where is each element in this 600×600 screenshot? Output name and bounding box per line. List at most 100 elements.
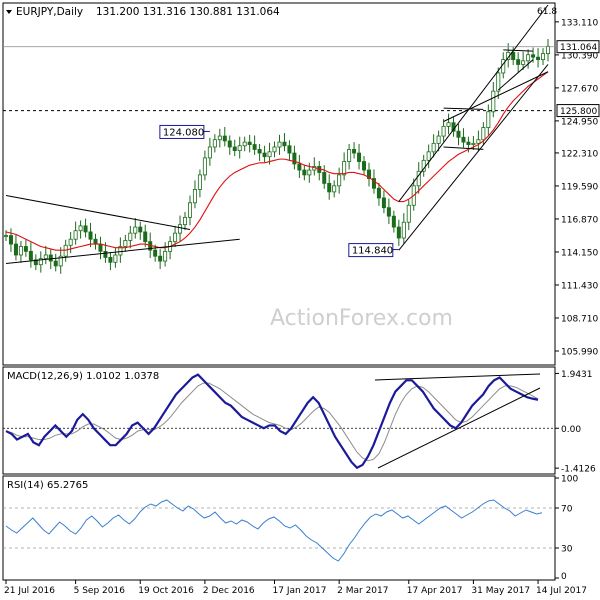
candle-body — [381, 197, 386, 209]
candle-body — [342, 161, 347, 176]
candle-body — [521, 60, 526, 65]
candle-body — [217, 135, 222, 141]
trendline — [443, 71, 549, 122]
fibonacci-label: 61.8 — [537, 7, 557, 17]
x-tick-label: 19 Oct 2016 — [138, 586, 194, 596]
candle-body — [38, 258, 43, 266]
candle-body — [33, 259, 38, 266]
candle-body — [98, 243, 103, 252]
candle-body — [491, 90, 496, 113]
candle-body — [138, 226, 143, 233]
macd-trendline — [374, 373, 541, 381]
candle-body — [282, 141, 287, 147]
trendline — [503, 49, 534, 52]
candle-body — [48, 254, 53, 262]
collapse-arrow-icon[interactable] — [6, 10, 12, 14]
x-tick-label: 21 Jul 2016 — [4, 586, 55, 596]
candle-body — [103, 250, 108, 258]
candle-body — [212, 139, 217, 148]
candle-body — [197, 174, 202, 190]
watermark: ActionForex.com — [270, 306, 453, 331]
candle-body — [476, 139, 481, 144]
candle-body — [267, 151, 272, 158]
candle-body — [13, 243, 18, 256]
candle-body — [128, 232, 133, 241]
candle-body — [441, 125, 446, 137]
price-y-tick-label: 130.390 — [561, 51, 598, 61]
candle-body — [406, 204, 411, 223]
candle-body — [113, 254, 118, 263]
chart-ohlc: 131.200 131.316 130.881 131.064 — [96, 6, 280, 18]
price-y-tick-label: 114.150 — [561, 248, 598, 258]
candle-body — [516, 59, 521, 65]
candle-body — [18, 246, 23, 256]
candle-body — [446, 122, 451, 127]
candle-body — [123, 240, 128, 247]
candle-body — [541, 53, 546, 61]
candle-body — [207, 146, 212, 159]
candle-body — [93, 238, 98, 245]
candle-body — [257, 149, 262, 154]
macd-line — [5, 373, 539, 470]
x-tick-label: 2 Dec 2016 — [203, 586, 255, 596]
candle-body — [536, 56, 541, 61]
candle-body — [421, 159, 426, 172]
x-tick-label: 17 Apr 2017 — [407, 586, 463, 596]
candle-body — [163, 250, 168, 262]
candle-body — [391, 215, 396, 228]
candle-body — [362, 161, 367, 171]
x-tick-label: 14 Jul 2017 — [536, 586, 587, 596]
rsi-y-tick-label: 0 — [561, 572, 567, 582]
macd-y-tick-label: 1.9431 — [561, 370, 593, 380]
candle-body — [471, 142, 476, 145]
x-tick-label: 5 Sep 2016 — [74, 586, 126, 596]
candle-body — [357, 152, 362, 162]
candle-body — [173, 232, 178, 243]
candle-body — [237, 145, 242, 152]
candle-body — [386, 207, 391, 217]
price-y-tick-label: 133.110 — [561, 18, 598, 28]
chart-symbol: EURJPY,Daily — [16, 6, 83, 18]
rsi-line — [5, 499, 543, 562]
price-panel-frame — [2, 2, 556, 366]
trendline — [497, 59, 534, 91]
trendline — [443, 107, 484, 110]
candle-body — [511, 51, 516, 61]
candle-body — [183, 216, 188, 226]
candle-body — [8, 235, 13, 245]
candle-body — [531, 54, 536, 58]
candle-body — [332, 185, 337, 193]
candle-body — [431, 142, 436, 153]
candle-body — [416, 170, 421, 187]
macd-trendline — [377, 387, 541, 469]
candle-body — [153, 249, 158, 257]
price-y-tick-label: 105.990 — [561, 347, 598, 357]
candle-body — [287, 145, 292, 154]
rsi-y-tick-label: 30 — [561, 545, 573, 555]
candle-body — [322, 172, 327, 184]
x-tick-label: 31 May 2017 — [471, 586, 530, 596]
reference-price-tag — [556, 104, 600, 118]
candle-body — [73, 230, 78, 240]
candle-body — [337, 174, 342, 187]
macd-plot — [3, 373, 555, 470]
candle-body — [371, 178, 376, 189]
candle-body — [262, 152, 267, 158]
trendline — [5, 195, 191, 231]
candle-body — [187, 202, 192, 218]
candle-body — [376, 187, 381, 199]
x-tick-label: 2 Mar 2017 — [337, 586, 388, 596]
trendline — [398, 4, 549, 202]
candle-body — [496, 72, 501, 92]
candle-body — [158, 255, 163, 262]
price-y-tick-label: 119.590 — [561, 182, 598, 192]
candle-body — [277, 141, 282, 148]
candle-body — [272, 146, 277, 153]
candle-body — [78, 225, 83, 232]
candle-body — [232, 146, 237, 152]
price-y-tick-label: 124.950 — [561, 117, 598, 127]
candle-body — [546, 45, 551, 54]
candle-body — [68, 238, 73, 246]
candle-body — [347, 149, 352, 162]
moving-average-line — [5, 71, 549, 251]
